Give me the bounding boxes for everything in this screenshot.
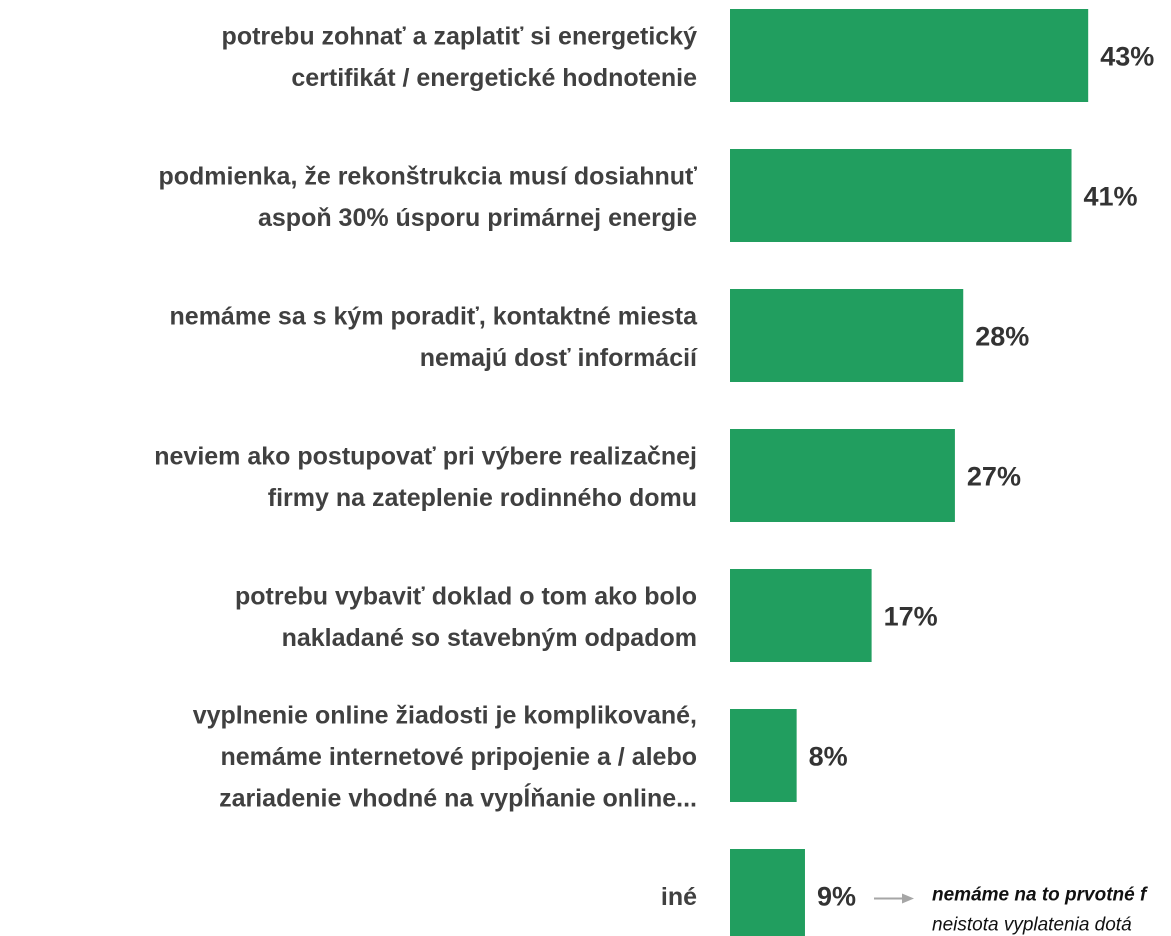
bar: [730, 569, 872, 662]
bar: [730, 849, 805, 936]
value-label: 28%: [975, 322, 1029, 352]
category-label: nemáme internetové pripojenie a / alebo: [220, 743, 697, 771]
category-label: nemáme sa s kým poradiť, kontaktné miest…: [170, 302, 699, 330]
category-label: potrebu zohnať a zaplatiť si energetický: [222, 22, 698, 50]
category-label: certifikát / energetické hodnotenie: [291, 64, 697, 92]
value-label: 43%: [1100, 42, 1154, 72]
annotation: nemáme na to prvotné f: [932, 885, 1148, 906]
value-label: 41%: [1084, 182, 1138, 212]
value-label: 17%: [884, 602, 938, 632]
value-label: 9%: [817, 882, 856, 912]
category-label: iné: [661, 883, 697, 911]
category-label: podmienka, že rekonštrukcia musí dosiahn…: [158, 162, 697, 190]
value-label: 27%: [967, 462, 1021, 492]
category-label: neviem ako postupovať pri výbere realiza…: [154, 442, 697, 470]
category-label: aspoň 30% úsporu primárnej energie: [258, 204, 697, 232]
annotation: neistota vyplatenia dotá: [932, 915, 1132, 936]
annotation-arrowhead: [902, 893, 914, 904]
category-label: vyplnenie online žiadosti je komplikovan…: [193, 702, 697, 730]
value-label: 8%: [809, 742, 848, 772]
category-label: zariadenie vhodné na vypĺňanie online...: [219, 783, 697, 813]
bar: [730, 149, 1072, 242]
category-label: nemajú dosť informácií: [420, 344, 698, 372]
category-label: nakladané so stavebným odpadom: [282, 624, 697, 652]
category-label: firmy na zateplenie rodinného domu: [268, 484, 697, 512]
bar: [730, 709, 797, 802]
bar: [730, 429, 955, 522]
category-label: potrebu vybaviť doklad o tom ako bolo: [235, 582, 697, 610]
bar: [730, 9, 1089, 102]
bar: [730, 289, 964, 382]
